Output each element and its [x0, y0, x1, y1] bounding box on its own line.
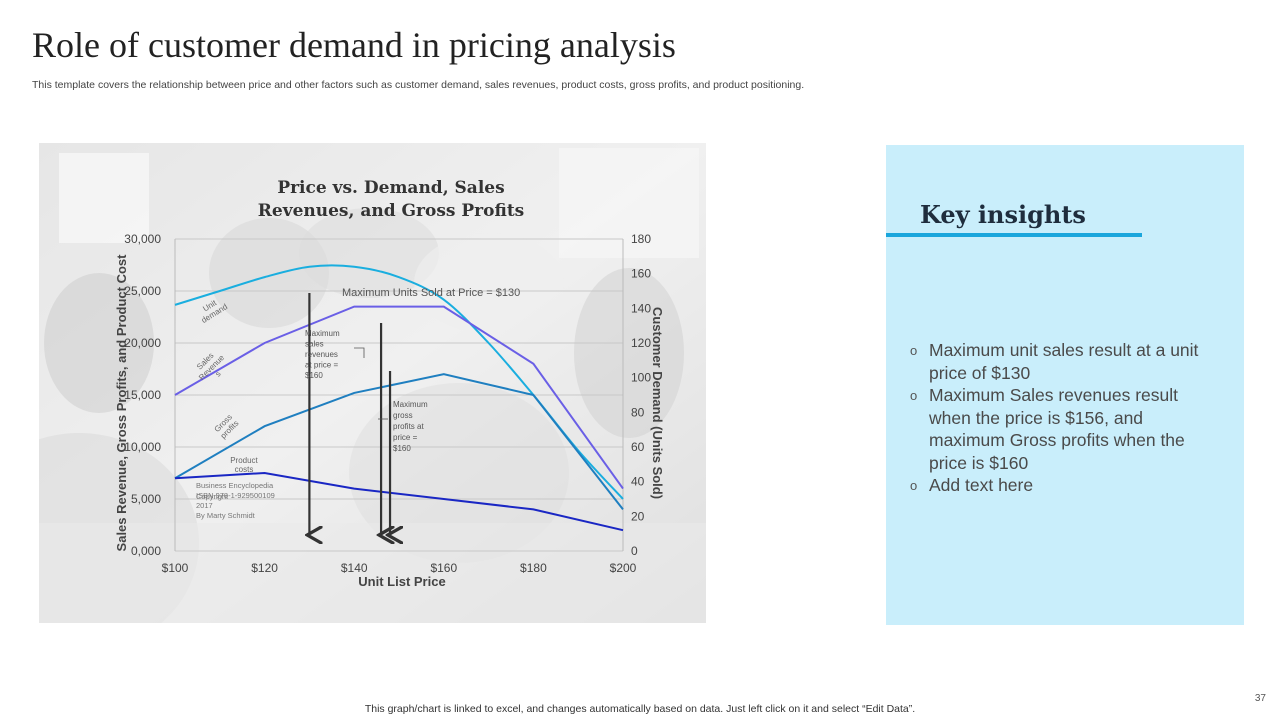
y2-tick-label: 160: [631, 267, 651, 281]
left-axis-label: Sales Revenue, Gross Profits, and Produc…: [114, 254, 129, 552]
annotation-text: Maximum sales revenues at price = $160: [305, 329, 340, 380]
bullet-icon: o: [910, 343, 918, 358]
annotation-text: Maximum Units Sold at Price = $130: [342, 287, 520, 299]
insight-text: Add text here: [929, 475, 1034, 495]
x-tick-label: $180: [520, 561, 547, 575]
chart-title-line-1: Price vs. Demand, Sales: [277, 178, 504, 198]
series-label-line: s: [213, 369, 222, 378]
chart-gridlines: [174, 238, 624, 552]
x-tick-label: $160: [430, 561, 457, 575]
series-line-2: [174, 373, 624, 511]
annotation-line: $160: [393, 444, 411, 453]
annotation-leader: [354, 347, 365, 358]
annotation-line: at price =: [305, 361, 338, 370]
bullet-icon: o: [910, 388, 918, 403]
footer-note: This graph/chart is linked to excel, and…: [364, 703, 916, 715]
source-line: 2017: [196, 501, 213, 510]
x-tick-label: $100: [162, 561, 189, 575]
source-line: By Marty Schmidt: [196, 511, 256, 520]
annotation-line: gross: [393, 411, 413, 420]
source-overlap-text: Copyright: [196, 492, 229, 501]
insight-item: o Maximum Sales revenues result when the …: [910, 384, 1220, 474]
annotation-line: Maximum: [305, 329, 340, 338]
y2-tick-label: 180: [631, 232, 651, 246]
y2-tick-label: 100: [631, 371, 651, 385]
price-demand-chart[interactable]: Price vs. Demand, Sales Revenues, and Gr…: [39, 143, 706, 623]
right-axis-ticks: 0 20 40 60 80 100 120 140 160 180: [631, 232, 651, 558]
chart-title-line-2: Revenues, and Gross Profits: [258, 201, 525, 221]
y-tick-label: 0,000: [131, 544, 161, 558]
chart-annotations: Maximum Units Sold at Price = $130 Maximu…: [305, 287, 520, 535]
y-tick-label: 20,000: [124, 336, 161, 350]
key-insights-underline: [886, 233, 1142, 237]
series-label: Product costs: [230, 456, 258, 474]
annotation-line: Maximum Units Sold at Price = $130: [342, 287, 520, 299]
x-axis-label: Unit List Price: [358, 574, 445, 589]
x-tick-label: $200: [610, 561, 637, 575]
annotation-line: profits at: [393, 422, 424, 431]
annotation-line: $160: [305, 371, 323, 380]
insight-item: o Add text here: [910, 474, 1220, 497]
y2-tick-label: 40: [631, 475, 645, 489]
source-text: Business Encyclopedia ISBN 978-1-92950010…: [196, 481, 275, 520]
y2-tick-label: 140: [631, 301, 651, 315]
series-label: Grossprofits: [212, 412, 240, 440]
series-label-line: Product: [230, 456, 258, 465]
y-tick-label: 15,000: [124, 388, 161, 402]
insight-item: o Maximum unit sales result at a unit pri…: [910, 339, 1220, 384]
source-line: Business Encyclopedia: [196, 481, 274, 490]
annotation-line: Maximum: [393, 400, 428, 409]
annotation-text: Maximum gross profits at price = $160: [393, 400, 428, 453]
x-axis-ticks: $100 $120 $140 $160 $180 $200: [162, 561, 637, 575]
y-tick-label: 30,000: [124, 232, 161, 246]
slide-title: Role of customer demand in pricing analy…: [32, 25, 676, 65]
insight-text: Maximum Sales revenues result when the p…: [929, 385, 1185, 473]
left-axis-ticks: 0,000 5,000 10,000 15,000 20,000 25,000 30,000: [124, 232, 161, 558]
y2-tick-label: 0: [631, 544, 638, 558]
y-tick-label: 10,000: [124, 440, 161, 454]
background-photo: [39, 143, 706, 623]
series-line-1: [174, 305, 624, 490]
y2-tick-label: 80: [631, 405, 645, 419]
page-number: 37: [1254, 693, 1266, 704]
slide-subtitle: This template covers the relationship be…: [32, 79, 805, 91]
series-label: Unitdemand: [195, 294, 229, 325]
series-line-3: [174, 471, 624, 532]
y2-tick-label: 20: [631, 509, 645, 523]
series-label-line: costs: [235, 465, 254, 474]
insights-list: o Maximum unit sales result at a unit pri…: [910, 339, 1220, 497]
y2-tick-label: 120: [631, 336, 651, 350]
chart-source-note: Business Encyclopedia ISBN 978-1-92950010…: [196, 481, 275, 520]
annotation-line: sales: [305, 340, 324, 349]
insight-text: Maximum unit sales result at a unit pric…: [929, 340, 1199, 383]
x-tick-label: $140: [341, 561, 368, 575]
source-line: ISBN 978-1-929500109: [196, 491, 275, 500]
y2-tick-label: 60: [631, 440, 645, 454]
chart-series: [174, 264, 624, 532]
bullet-icon: o: [910, 478, 918, 493]
annotation-line: revenues: [305, 350, 338, 359]
y-tick-label: 25,000: [124, 284, 161, 298]
right-axis-label: Customer Demand (Units Sold): [650, 307, 665, 499]
key-insights-title: Key insights: [920, 200, 1086, 229]
x-tick-label: $120: [251, 561, 278, 575]
y-tick-label: 5,000: [131, 492, 161, 506]
key-insights-panel: Key insights o Maximum unit sales result …: [886, 145, 1244, 625]
annotation-line: price =: [393, 433, 418, 442]
